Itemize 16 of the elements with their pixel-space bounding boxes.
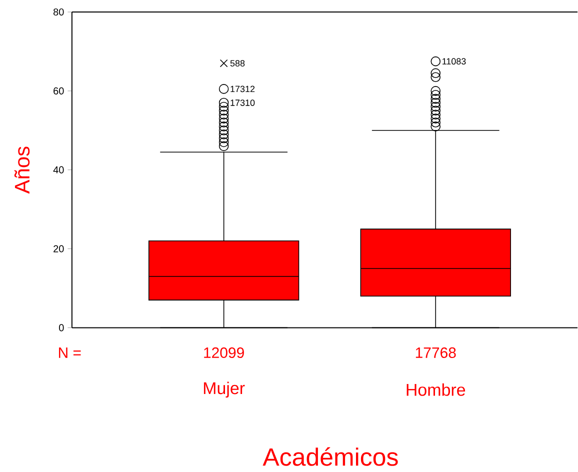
annotation: 11083 <box>442 58 466 65</box>
text: 17768 <box>416 348 456 358</box>
y-tick-label: 0 <box>59 324 64 332</box>
x-tick-label: Hombre <box>406 384 466 396</box>
annotation: 17310 <box>230 100 255 106</box>
annotation: 588 <box>230 60 245 67</box>
text: 12099 <box>204 348 244 358</box>
y-tick-label: 80 <box>54 8 64 16</box>
y-tick-label: 60 <box>54 88 64 95</box>
y-tick-label: 20 <box>54 245 64 253</box>
y-axis-title: Años <box>14 146 30 194</box>
annotation: 17312 <box>230 86 255 92</box>
y-tick-label: 40 <box>53 166 64 174</box>
text: N = <box>59 348 81 358</box>
x-axis-title: Académicos <box>262 447 398 466</box>
x-tick-label: Mujer <box>204 382 245 398</box>
